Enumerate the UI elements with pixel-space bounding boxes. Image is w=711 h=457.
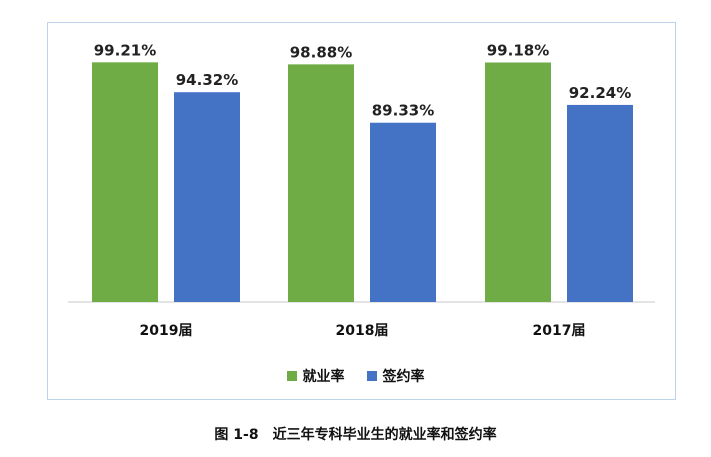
legend-label-employment: 就业率	[302, 369, 345, 385]
legend: 就业率 签约率	[0, 366, 711, 386]
data-label-signing-1: 94.32%	[176, 71, 238, 89]
figure-caption: 图 1-8 近三年专科毕业生的就业率和签约率	[214, 427, 497, 443]
bar-signing-1	[174, 92, 240, 303]
data-label-signing-2: 89.33%	[372, 102, 434, 120]
bar-employment-3	[485, 62, 551, 302]
data-label-employment-3: 99.18%	[487, 42, 549, 60]
legend-swatch-employment	[286, 371, 297, 381]
legend-label-signing: 签约率	[382, 369, 425, 385]
legend-item-signing: 签约率	[366, 366, 425, 386]
legend-item-employment: 就业率	[286, 366, 345, 386]
data-label-employment-2: 98.88%	[290, 43, 352, 61]
x-tick-label-3: 2017届	[533, 323, 586, 339]
bar-signing-2	[370, 122, 436, 303]
bar-employment-1	[92, 62, 158, 303]
data-label-employment-1: 99.21%	[94, 41, 156, 59]
legend-swatch-signing	[366, 371, 377, 381]
x-tick-label-1: 2019届	[140, 323, 193, 339]
bar-signing-3	[567, 104, 633, 302]
x-tick-label-2: 2018届	[336, 323, 389, 339]
bar-employment-2	[288, 64, 354, 302]
data-label-signing-3: 92.24%	[569, 84, 631, 102]
bars-group: 99.21% 94.32% 2019届 98.88% 89.33% 2018届 99.18%…	[92, 41, 633, 339]
